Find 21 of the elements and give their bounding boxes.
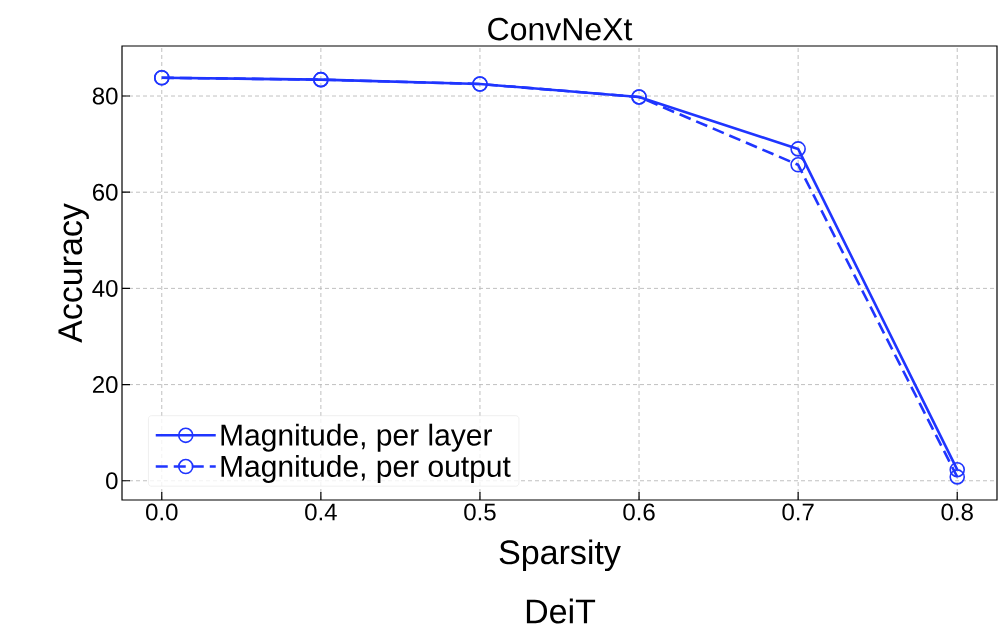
y-tick-label: 40: [92, 279, 118, 297]
chart-title: ConvNeXt: [488, 17, 633, 41]
x-tick-label: 0.4: [305, 503, 337, 521]
y-tick-label: 80: [92, 87, 118, 105]
x-tick-label: 0.7: [782, 503, 814, 521]
point: [949, 461, 966, 478]
legend-label: Magnitude, per output: [221, 454, 511, 483]
y-tick-label: 20: [92, 376, 118, 394]
x-tick-label: 0.8: [941, 503, 973, 521]
y-tick-label: 0: [106, 472, 118, 490]
text: DeiT: [526, 598, 596, 624]
x-tick-label: 0.6: [623, 503, 655, 521]
point: [790, 141, 806, 157]
legend-label: Magnitude, per layer: [221, 423, 492, 452]
y-axis-title: Accuracy: [58, 203, 89, 343]
x-tick-label: 0.0: [146, 503, 178, 521]
point: [949, 469, 966, 485]
x-tick-label: 0.5: [464, 503, 496, 521]
y-tick-label: 60: [93, 183, 118, 201]
x-axis-title: Sparsity: [499, 539, 621, 572]
point: [790, 156, 806, 173]
